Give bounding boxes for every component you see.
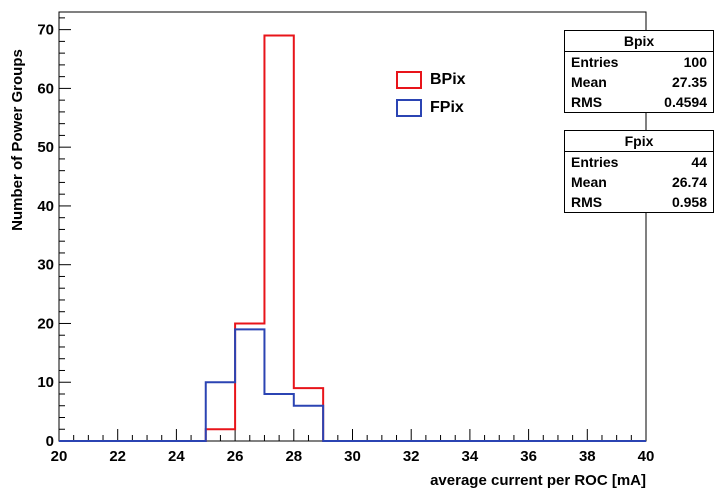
x-tick-label: 34: [462, 448, 479, 465]
x-tick-label: 36: [520, 448, 537, 465]
legend: BPix FPix: [396, 66, 466, 122]
legend-item-bpix: BPix: [396, 66, 466, 94]
x-tick-label: 30: [344, 448, 361, 465]
stats-box-fpix: Fpix Entries 44 Mean 26.74 RMS 0.958: [564, 130, 714, 213]
y-tick-label: 30: [37, 257, 54, 274]
stats-row: Mean 26.74: [565, 172, 713, 192]
y-tick-label: 70: [37, 22, 54, 39]
stats-row: RMS 0.4594: [565, 92, 713, 112]
stats-value: 27.35: [671, 74, 707, 90]
stats-row: RMS 0.958: [565, 192, 713, 212]
histogram-series-bpix: [59, 34, 646, 442]
stats-value: 100: [683, 54, 707, 70]
y-tick-label: 50: [37, 139, 54, 156]
stats-value: 0.958: [671, 194, 707, 210]
y-axis-label: Number of Power Groups: [9, 49, 26, 231]
y-tick-label: 40: [37, 198, 54, 215]
x-axis-label: average current per ROC [mA]: [430, 472, 646, 489]
stats-title: Fpix: [565, 131, 713, 152]
histogram-series-fpix: [59, 328, 646, 442]
stats-row: Mean 27.35: [565, 72, 713, 92]
stats-label: RMS: [571, 194, 603, 210]
stats-label: Entries: [571, 54, 619, 70]
x-tick-label: 28: [285, 448, 302, 465]
plot-frame: [58, 11, 647, 442]
stats-row: Entries 100: [565, 52, 713, 72]
stats-row: Entries 44: [565, 152, 713, 172]
stats-value: 0.4594: [664, 94, 707, 110]
legend-swatch-fpix: [396, 99, 422, 117]
x-tick-label: 26: [227, 448, 244, 465]
legend-swatch-bpix: [396, 71, 422, 89]
x-tick-label: 24: [168, 448, 185, 465]
stats-label: RMS: [571, 94, 603, 110]
stats-label: Entries: [571, 154, 619, 170]
x-tick-label: 20: [51, 448, 68, 465]
legend-label-fpix: FPix: [430, 99, 464, 116]
legend-item-fpix: FPix: [396, 94, 466, 122]
stats-value: 44: [691, 154, 707, 170]
x-tick-label: 22: [109, 448, 126, 465]
x-tick-label: 40: [638, 448, 655, 465]
x-tick-label: 32: [403, 448, 420, 465]
x-tick-label: 38: [579, 448, 596, 465]
y-tick-label: 20: [37, 315, 54, 332]
stats-box-bpix: Bpix Entries 100 Mean 27.35 RMS 0.4594: [564, 30, 714, 113]
y-tick-label: 10: [37, 374, 54, 391]
y-tick-label: 0: [46, 433, 54, 450]
y-tick-label: 60: [37, 80, 54, 97]
legend-label-bpix: BPix: [430, 71, 466, 88]
axes: 20 22 24 26 28 30 32 34 36 38 40 0 10 20 30 40 50 60 70: [37, 11, 655, 465]
series-layer: [59, 34, 646, 442]
stats-value: 26.74: [671, 174, 707, 190]
stats-label: Mean: [571, 174, 607, 190]
stats-title: Bpix: [565, 31, 713, 52]
stats-label: Mean: [571, 74, 607, 90]
